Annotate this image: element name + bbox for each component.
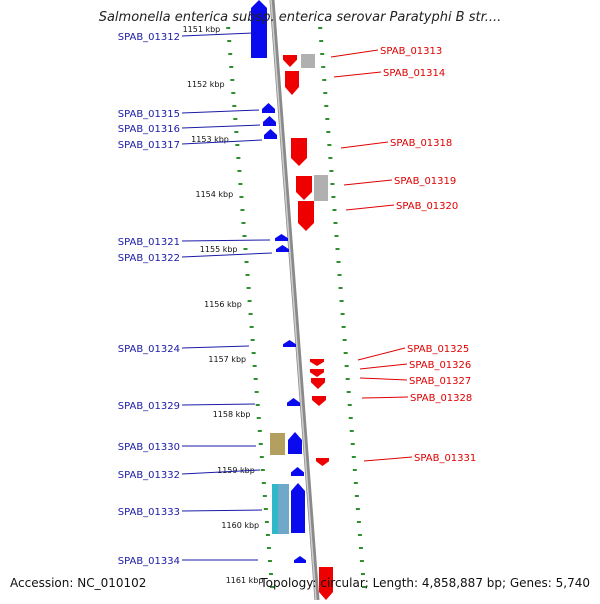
gene-leader-line xyxy=(340,141,389,149)
gene-spab-01328 xyxy=(312,396,326,406)
gene-leader-line xyxy=(181,345,250,349)
gene-spab-01313 xyxy=(283,55,297,67)
gene-label-spab_01325: SPAB_01325 xyxy=(407,344,469,355)
gene-leader-line xyxy=(181,109,260,114)
gene-leader-line xyxy=(330,49,379,58)
gene-label-spab_01327: SPAB_01327 xyxy=(409,376,471,387)
gene-leader-line xyxy=(333,71,382,78)
gene-spab-01325 xyxy=(310,359,324,366)
gene-spab-01319 xyxy=(296,176,312,200)
gene-gray-pseudo-1 xyxy=(301,54,315,68)
gene-spab-01320 xyxy=(298,201,314,231)
ruler-label: 1158 kbp xyxy=(213,410,251,419)
gene-teal-block xyxy=(272,484,278,534)
gene-label-spab_01331: SPAB_01331 xyxy=(414,453,476,464)
gene-leader-line xyxy=(181,252,273,258)
gene-spab-01333 xyxy=(291,483,305,533)
gene-spab-01324 xyxy=(283,340,296,347)
gene-label-spab_01321: SPAB_01321 xyxy=(118,237,180,248)
gene-red-bottom xyxy=(319,567,333,600)
gene-leader-line xyxy=(181,239,271,242)
ruler-label: 1156 kbp xyxy=(204,300,242,309)
ruler-label: 1161 kbp xyxy=(226,576,264,585)
gene-label-spab_01312: SPAB_01312 xyxy=(118,32,180,43)
gene-label-spab_01316: SPAB_01316 xyxy=(118,124,180,135)
gene-label-spab_01314: SPAB_01314 xyxy=(383,68,445,79)
gene-spab-01315 xyxy=(262,103,275,113)
gene-spab-01332 xyxy=(291,467,304,476)
gene-spab-01331 xyxy=(316,458,329,466)
gene-label-spab_01313: SPAB_01313 xyxy=(380,46,442,57)
dna-strand-highlight xyxy=(270,0,317,601)
gene-gray-pseudo-2 xyxy=(314,175,328,201)
genome-summary: Topology: circular; Length: 4,858,887 bp… xyxy=(260,576,590,590)
gene-label-spab_01329: SPAB_01329 xyxy=(118,401,180,412)
gene-label-spab_01332: SPAB_01332 xyxy=(118,470,180,481)
gene-spab-01321 xyxy=(275,234,288,241)
ruler-label: 1154 kbp xyxy=(195,190,233,199)
gene-spab-01326 xyxy=(310,369,324,377)
gene-spab-01317 xyxy=(264,129,277,139)
gene-leader-line xyxy=(181,139,263,145)
gene-label-spab_01324: SPAB_01324 xyxy=(118,344,180,355)
ruler-label: 1151 kbp xyxy=(183,25,221,34)
accession-text: Accession: NC_010102 xyxy=(10,576,147,590)
ruler-label: 1160 kbp xyxy=(221,521,259,530)
gene-spab-01314 xyxy=(285,71,299,95)
gene-label-spab_01328: SPAB_01328 xyxy=(410,393,472,404)
gene-leader-line xyxy=(181,509,263,512)
gene-leader-line xyxy=(359,363,408,370)
gene-leader-line xyxy=(343,179,393,186)
gene-spab-01322 xyxy=(276,245,289,252)
gene-label-spab_01330: SPAB_01330 xyxy=(118,442,180,453)
gene-gray-block xyxy=(278,484,289,534)
gene-label-spab_01333: SPAB_01333 xyxy=(118,507,180,518)
gene-leader-line xyxy=(363,456,413,462)
genome-title: Salmonella enterica subsp. enterica sero… xyxy=(98,10,502,25)
gene-leader-line xyxy=(345,204,395,211)
gene-spab-01330 xyxy=(288,432,302,454)
gene-leader-line xyxy=(359,377,408,381)
gene-label-spab_01319: SPAB_01319 xyxy=(394,176,456,187)
gene-spab-01329 xyxy=(287,398,300,406)
gene-label-spab_01322: SPAB_01322 xyxy=(118,253,180,264)
ruler-label: 1153 kbp xyxy=(191,135,229,144)
gene-spab-01316 xyxy=(263,116,276,126)
gene-label-spab_01320: SPAB_01320 xyxy=(396,201,458,212)
ruler-label: 1159 kbp xyxy=(217,466,255,475)
dna-strand xyxy=(269,0,320,601)
gene-olive-block xyxy=(270,433,285,455)
gene-label-spab_01317: SPAB_01317 xyxy=(118,140,180,151)
gene-spab-01318 xyxy=(291,138,307,166)
gene-leader-line xyxy=(181,403,256,406)
gene-leader-line xyxy=(181,124,261,129)
gene-leader-line xyxy=(181,32,254,37)
gene-label-spab_01326: SPAB_01326 xyxy=(409,360,471,371)
gene-leader-line xyxy=(357,347,406,361)
ruler-label: 1152 kbp xyxy=(187,80,225,89)
gene-spab-01334 xyxy=(294,556,306,563)
gene-spab-01327 xyxy=(311,378,325,389)
gene-label-spab_01318: SPAB_01318 xyxy=(390,138,452,149)
gene-leader-line xyxy=(361,396,409,399)
ruler-label: 1155 kbp xyxy=(200,245,238,254)
gene-spab-01312 xyxy=(251,0,267,58)
ruler-label: 1157 kbp xyxy=(208,355,246,364)
gene-label-spab_01315: SPAB_01315 xyxy=(118,109,180,120)
gene-label-spab_01334: SPAB_01334 xyxy=(118,556,180,567)
gene-leader-line xyxy=(181,469,261,475)
